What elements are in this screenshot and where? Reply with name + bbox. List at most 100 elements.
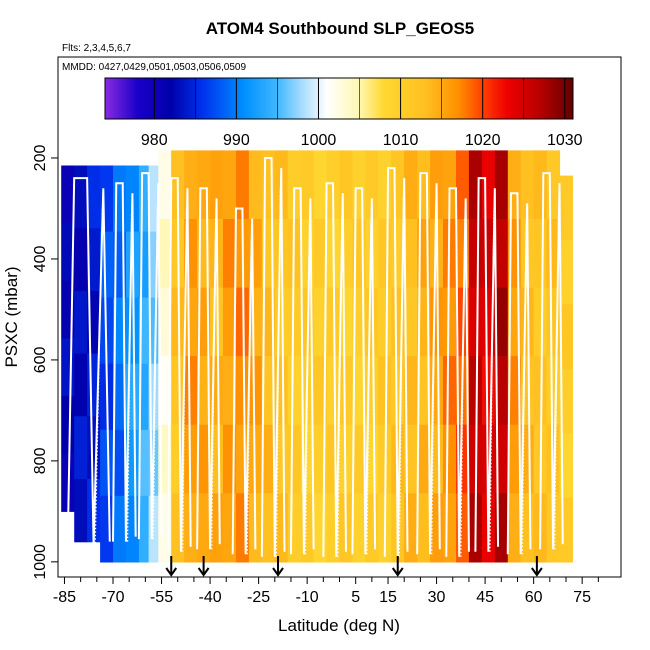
x-axis-label: Latitude (deg N) (278, 616, 400, 635)
heatmap-cell (481, 424, 496, 494)
heatmap-cell (352, 493, 366, 563)
flight-profile (231, 207, 257, 555)
heatmap-cell (365, 493, 379, 563)
heatmap-cell (559, 175, 573, 241)
heatmap-cell (87, 416, 101, 480)
heatmap-cell (339, 424, 353, 494)
heatmap-cell (507, 424, 522, 494)
latitude-arrow-head (272, 567, 284, 577)
heatmap-cell (248, 356, 263, 426)
heatmap-cell (223, 287, 237, 357)
heatmap-cell (197, 356, 211, 426)
heatmap-cell (339, 356, 353, 426)
heatmap-cell (378, 150, 392, 220)
flight-profile (196, 187, 221, 550)
x-tick-label: -85 (53, 589, 76, 606)
colorbar-tick-label: 1000 (301, 132, 337, 149)
x-tick-label: -25 (247, 589, 270, 606)
heatmap-cell (313, 150, 328, 220)
heatmap-cell (100, 495, 114, 563)
heatmap-cell (313, 287, 328, 357)
heatmap-cell (158, 150, 172, 220)
heatmap-cell (158, 287, 172, 357)
heatmap-cell (248, 150, 263, 220)
heatmap-cell (468, 287, 483, 357)
heatmap-cell (223, 150, 237, 220)
x-tick-label: 60 (525, 589, 543, 606)
flight-profile-dotted (211, 218, 217, 550)
heatmap-cell (352, 356, 366, 426)
heatmap-cell (236, 356, 250, 426)
y-tick-label: 400 (32, 245, 49, 272)
flight-profile-dotted (181, 208, 188, 552)
x-tick-label: 45 (476, 589, 494, 606)
heatmap-cell (184, 424, 198, 494)
flight-profile (474, 177, 500, 552)
heatmap-cell (236, 150, 250, 220)
dates-note: MMDD: 0427,0429,0501,0503,0506,0509 (62, 62, 246, 73)
heatmap-cell (481, 356, 496, 426)
colorbar-tick-label: 1030 (547, 132, 583, 149)
heatmap-cell (287, 493, 302, 563)
heatmap-cell (430, 493, 444, 563)
heatmap-cell (287, 287, 302, 357)
heatmap-cell (210, 150, 224, 220)
heatmap-cell (546, 356, 561, 426)
y-tick-label: 800 (32, 447, 49, 474)
heatmap-cell (417, 424, 431, 494)
heatmap-cell (87, 228, 101, 292)
colorbar-tick-label: 1010 (383, 132, 419, 149)
heatmap-cell (74, 479, 88, 543)
heatmap-cell (287, 150, 302, 220)
flight-profile (539, 172, 564, 550)
heatmap-cell (404, 150, 418, 220)
heatmap-cell (261, 493, 276, 563)
heatmap-cell (520, 150, 535, 220)
flight-profile-dotted (337, 213, 343, 557)
heatmap-cell (456, 150, 470, 220)
heatmap-cell (417, 493, 431, 563)
heatmap-cell (507, 150, 522, 220)
heatmap-cell (113, 429, 127, 497)
heatmap-cell (87, 165, 101, 229)
latitude-arrows (165, 556, 543, 577)
heatmap-cell (113, 363, 127, 431)
heatmap-cell (417, 356, 431, 426)
colorbar-ticks: 980 990 1000 1010 1020 1030 (141, 78, 583, 149)
heatmap-cell (184, 356, 198, 426)
heatmap-cell (468, 356, 483, 426)
x-tick-label: 15 (379, 589, 397, 606)
heatmap-cell (494, 287, 509, 357)
heatmap-cell (546, 424, 561, 494)
heatmap-cell (197, 150, 211, 220)
heatmap-cell (248, 424, 263, 494)
x-tick-label: -40 (199, 589, 222, 606)
flight-profile (137, 172, 163, 540)
heatmap-cell (507, 493, 522, 563)
heatmap-cell (223, 493, 237, 563)
flight-profile-dotted (246, 238, 252, 555)
flight-profile-dotted (94, 208, 103, 547)
heatmap-cell (61, 338, 75, 397)
heatmap-cell (481, 150, 496, 220)
x-tick-label: 5 (351, 589, 360, 606)
heatmap-cells (61, 150, 573, 563)
flight-profile-dotted (431, 203, 437, 555)
y-axis: 200 400 600 800 1000 (32, 145, 58, 580)
heatmap-cell (533, 287, 548, 357)
heatmap-cell (74, 290, 88, 355)
flight-profile (322, 182, 347, 557)
heatmap-cell (443, 493, 457, 563)
flight-profile (445, 187, 470, 557)
heatmap-cell (533, 356, 548, 426)
heatmap-cell (313, 493, 328, 563)
colorbar (104, 77, 574, 120)
latitude-arrow-head (165, 567, 178, 577)
heatmap-cell (443, 287, 457, 357)
heatmap-cell (74, 416, 88, 480)
y-tick-label: 200 (32, 145, 49, 172)
heatmap-cell (100, 429, 114, 497)
heatmap-cell (391, 356, 405, 426)
flight-profile (289, 187, 315, 555)
heatmap-cell (197, 493, 211, 563)
